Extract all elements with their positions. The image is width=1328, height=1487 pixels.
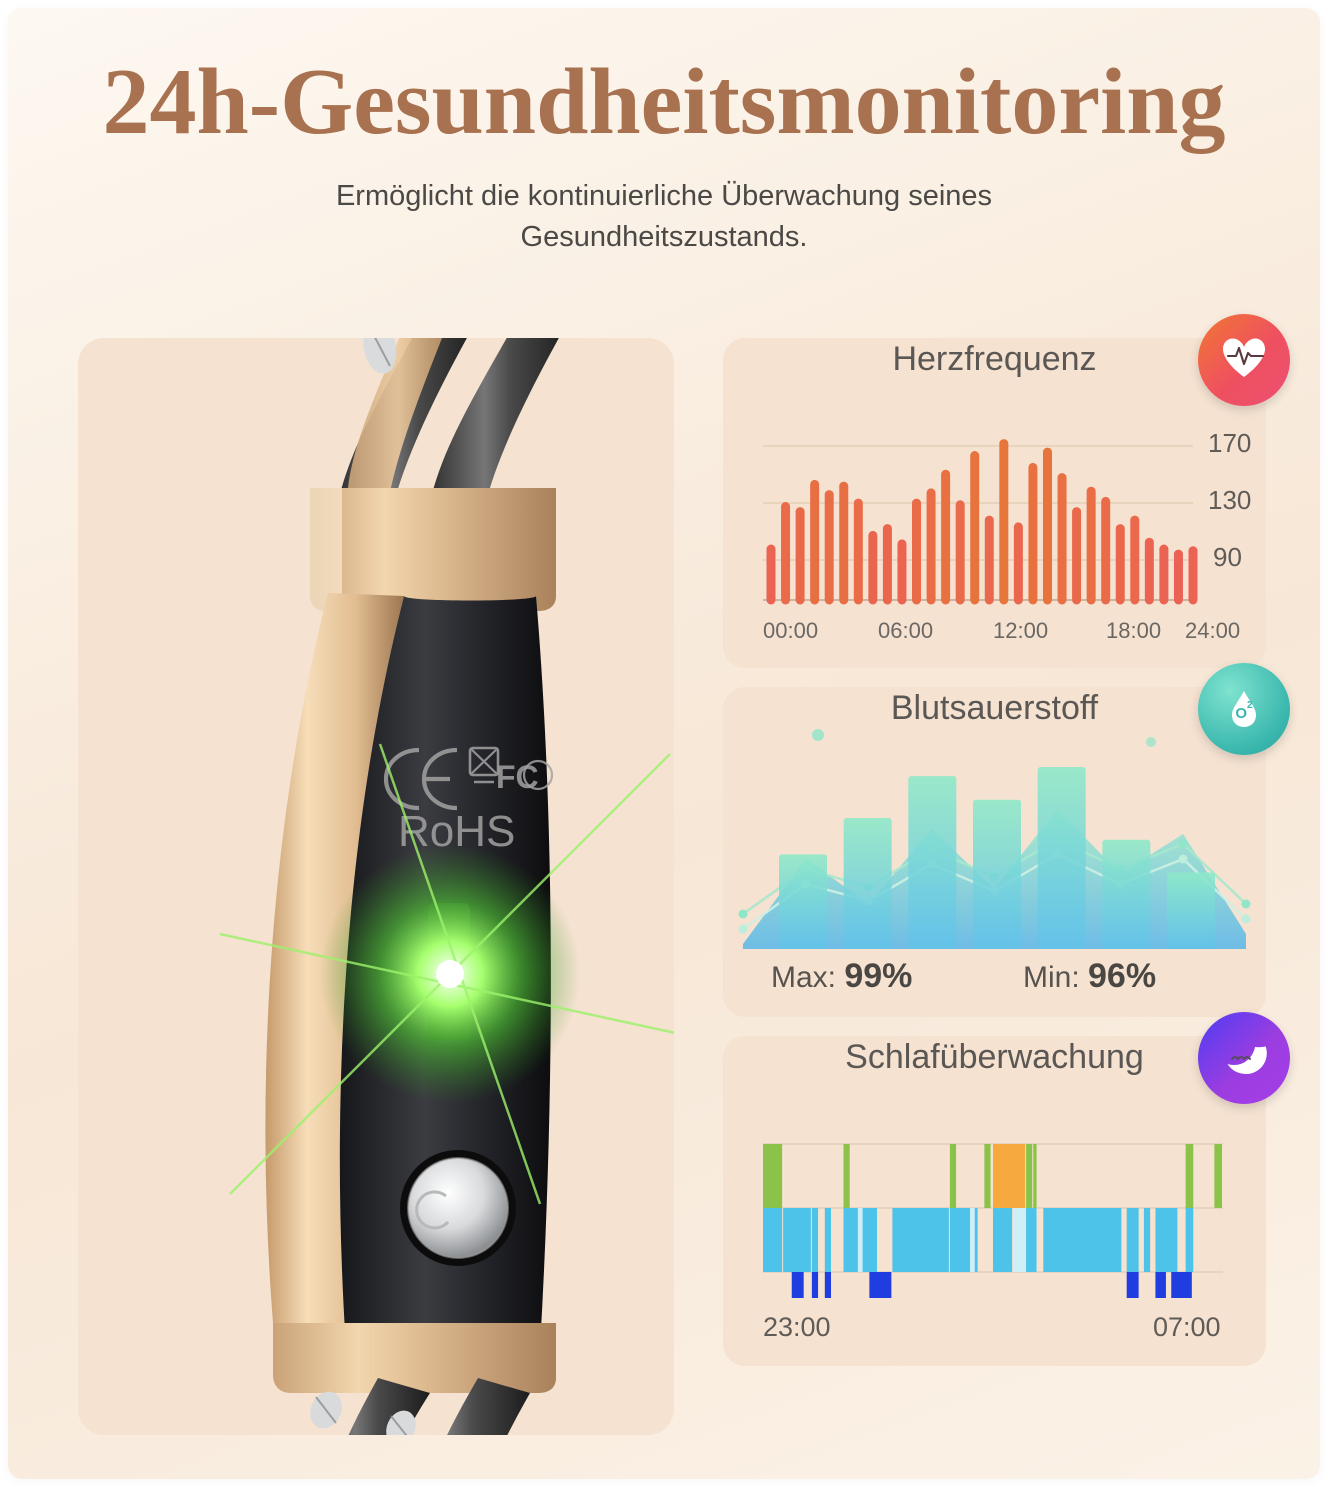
svg-text:Max: 99%: Max: 99% [771,957,912,995]
svg-text:07:00: 07:00 [1153,1312,1221,1342]
svg-text:130: 130 [1208,485,1251,515]
svg-text:06:00: 06:00 [878,618,933,643]
svg-text:00:00: 00:00 [763,618,818,643]
svg-text:90: 90 [1213,542,1242,572]
svg-text:170: 170 [1208,428,1251,458]
svg-text:12:00: 12:00 [993,618,1048,643]
svg-text:Min: 96%: Min: 96% [1023,957,1156,995]
svg-text:18:00: 18:00 [1106,618,1161,643]
svg-text:FC: FC [496,759,539,795]
svg-text:23:00: 23:00 [763,1312,831,1342]
svg-text:24:00: 24:00 [1185,618,1240,643]
